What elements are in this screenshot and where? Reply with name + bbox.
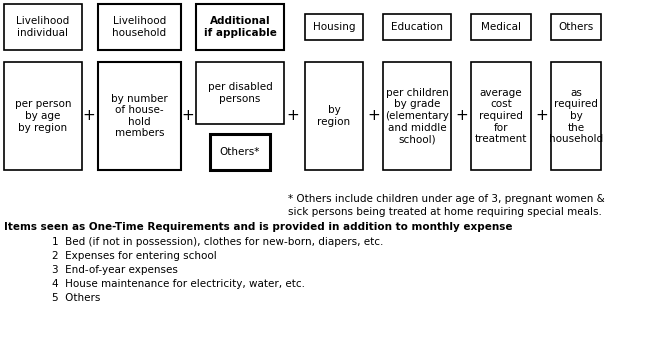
Text: Housing: Housing — [313, 22, 356, 32]
Text: as
required
by
the
household: as required by the household — [549, 88, 603, 144]
Text: Items seen as One-Time Requirements and is provided in addition to monthly expen: Items seen as One-Time Requirements and … — [4, 222, 512, 232]
Bar — [383, 62, 451, 170]
Text: by
region: by region — [318, 105, 350, 127]
Bar — [551, 14, 601, 40]
Text: Medical: Medical — [481, 22, 521, 32]
Text: 2  Expenses for entering school: 2 Expenses for entering school — [52, 251, 216, 261]
Text: 4  House maintenance for electricity, water, etc.: 4 House maintenance for electricity, wat… — [52, 279, 305, 289]
Bar — [551, 62, 601, 170]
Text: 5  Others: 5 Others — [52, 293, 100, 303]
Bar — [210, 134, 270, 170]
Bar — [471, 14, 531, 40]
Text: +: + — [536, 108, 548, 124]
Text: +: + — [367, 108, 380, 124]
Bar — [98, 4, 181, 50]
Text: per disabled
persons: per disabled persons — [208, 82, 272, 104]
Text: Education: Education — [391, 22, 443, 32]
Text: average
cost
required
for
treatment: average cost required for treatment — [475, 88, 527, 144]
Text: +: + — [456, 108, 468, 124]
Text: 3  End-of-year expenses: 3 End-of-year expenses — [52, 265, 178, 275]
Bar — [196, 62, 284, 124]
Bar — [305, 62, 363, 170]
Text: per person
by age
by region: per person by age by region — [14, 100, 72, 133]
Bar — [98, 62, 181, 170]
Bar — [471, 62, 531, 170]
Text: sick persons being treated at home requiring special meals.: sick persons being treated at home requi… — [288, 207, 602, 217]
Text: 1  Bed (if not in possession), clothes for new-born, diapers, etc.: 1 Bed (if not in possession), clothes fo… — [52, 237, 383, 247]
Text: per children
by grade
(elementary
and middle
school): per children by grade (elementary and mi… — [385, 88, 449, 144]
Text: +: + — [182, 108, 194, 124]
Bar — [4, 62, 82, 170]
Text: by number
of house-
hold
members: by number of house- hold members — [111, 94, 168, 138]
Text: Others: Others — [558, 22, 594, 32]
Bar — [383, 14, 451, 40]
Bar — [305, 14, 363, 40]
Text: Livelihood
household: Livelihood household — [112, 16, 167, 38]
Text: Additional
if applicable: Additional if applicable — [203, 16, 276, 38]
Text: +: + — [287, 108, 299, 124]
Text: +: + — [83, 108, 95, 124]
Text: Others*: Others* — [220, 147, 260, 157]
Text: * Others include children under age of 3, pregnant women &: * Others include children under age of 3… — [288, 194, 605, 204]
Bar — [196, 4, 284, 50]
Bar — [4, 4, 82, 50]
Text: Livelihood
individual: Livelihood individual — [16, 16, 70, 38]
